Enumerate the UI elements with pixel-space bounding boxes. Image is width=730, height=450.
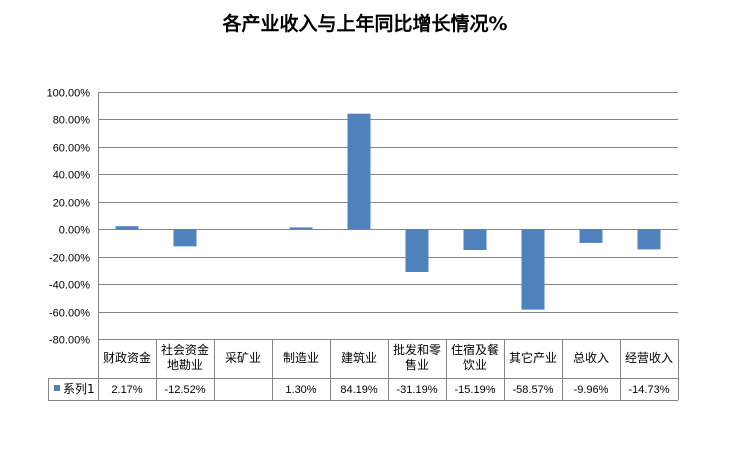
y-tick-label: -60.00% — [49, 308, 90, 320]
data-value-label: -12.52% — [165, 384, 206, 396]
y-tick-label: 40.00% — [53, 170, 91, 182]
category-label: 售业 — [405, 357, 429, 372]
data-value-label: 2.17% — [111, 384, 142, 396]
category-label: 社会资金 — [161, 342, 209, 357]
y-tick-label: -40.00% — [49, 280, 90, 292]
bar — [289, 227, 313, 230]
category-label: 住宿及餐 — [451, 342, 499, 357]
category-label: 批发和零 — [393, 342, 441, 357]
bar — [347, 113, 371, 230]
category-label: 财政资金 — [103, 350, 151, 365]
bar — [637, 229, 661, 250]
legend-swatch — [54, 385, 60, 391]
category-label: 经营收入 — [625, 351, 673, 365]
category-label: 饮业 — [463, 358, 487, 372]
category-label: 采矿业 — [225, 351, 261, 365]
data-value-label: -31.19% — [397, 384, 438, 396]
y-tick-label: 80.00% — [53, 115, 91, 127]
data-value-label: -15.19% — [455, 384, 496, 396]
data-value-label: -14.73% — [629, 384, 670, 396]
bar — [521, 229, 545, 310]
data-value-label: -9.96% — [574, 384, 609, 396]
y-tick-label: 60.00% — [53, 143, 91, 155]
y-tick-label: -20.00% — [49, 253, 90, 265]
category-label: 地勘业 — [167, 358, 203, 372]
data-value-label: 1.30% — [285, 384, 316, 396]
legend-series-name: 系列1 — [63, 382, 95, 396]
y-tick-label: -80.00% — [49, 335, 90, 347]
chart-title: 各产业收入与上年同比增长情况% — [221, 12, 507, 35]
data-value-label: -58.57% — [513, 384, 554, 396]
bars — [115, 113, 661, 310]
category-label: 制造业 — [283, 351, 319, 365]
bar — [579, 229, 603, 243]
bar — [173, 229, 197, 247]
category-label: 其它产业 — [509, 350, 557, 365]
y-axis-ticks: 100.00% 80.00% 60.00% 40.00% 20.00% 0.00% -20.… — [47, 88, 91, 347]
category-label: 总收入 — [573, 351, 609, 365]
bar — [115, 226, 139, 230]
y-tick-label: 20.00% — [53, 198, 91, 210]
data-value-label: 84.19% — [340, 384, 378, 396]
bar — [463, 229, 487, 250]
category-label: 建筑业 — [341, 350, 377, 365]
y-tick-label: 0.00% — [59, 225, 90, 237]
y-tick-label: 100.00% — [47, 88, 91, 100]
bar — [405, 229, 429, 272]
